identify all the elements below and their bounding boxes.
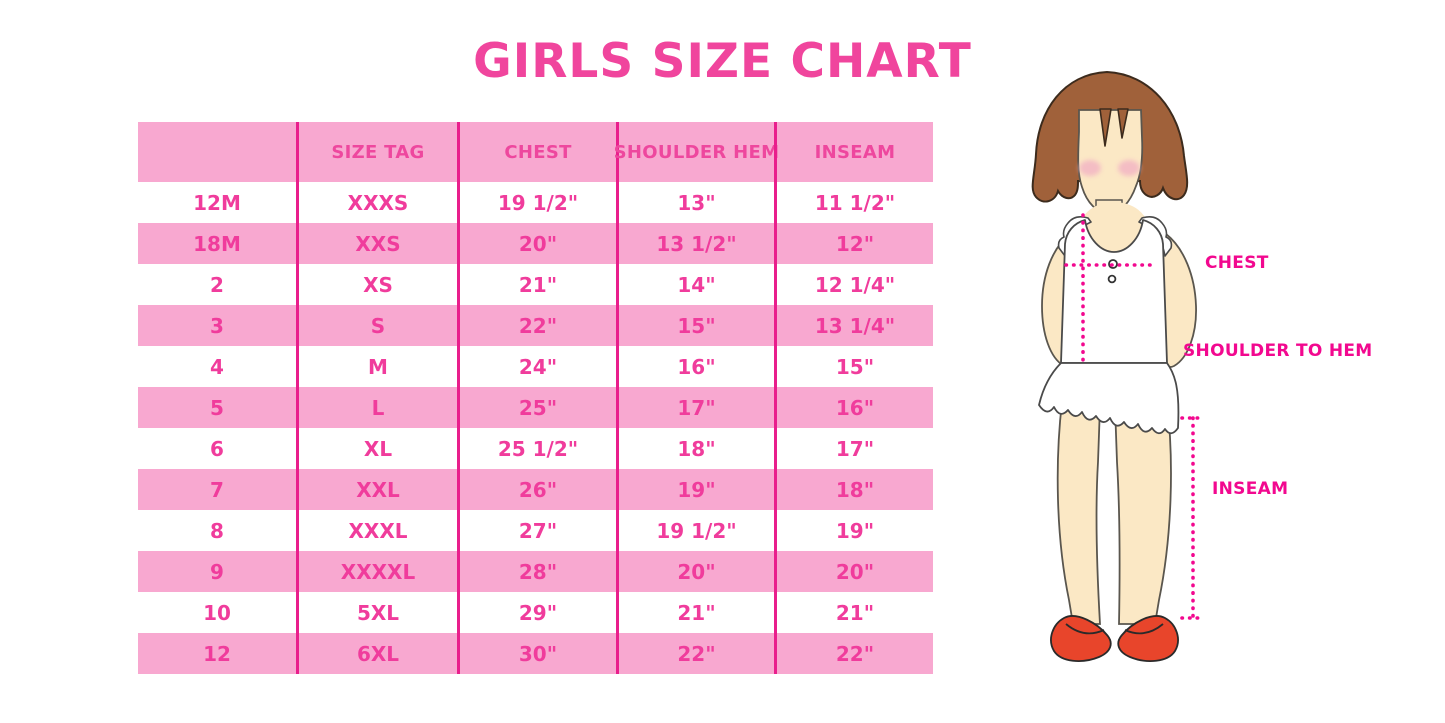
cell-size: 6 bbox=[210, 436, 224, 461]
cell-inseam: 15" bbox=[774, 346, 933, 387]
skirt bbox=[1038, 362, 1180, 435]
cell-size: 3 bbox=[210, 313, 224, 338]
header-cell-inseam: INSEAM bbox=[774, 122, 933, 182]
cell-shoulder: 14" bbox=[616, 264, 774, 305]
table-row: 10 5XL 29" 21" 21" bbox=[138, 592, 933, 633]
cell-inseam: 20" bbox=[774, 551, 933, 592]
cell-inseam: 12 1/4" bbox=[774, 264, 933, 305]
cell-chest: 30" bbox=[457, 633, 616, 674]
cell-size-tag: S bbox=[296, 305, 457, 346]
cell-chest: 22" bbox=[457, 305, 616, 346]
cell-size-tag: XXXXL bbox=[296, 551, 457, 592]
cell-inseam: 12" bbox=[774, 223, 933, 264]
cell-chest: 26" bbox=[457, 469, 616, 510]
right-shoe bbox=[1117, 615, 1179, 662]
table-row: 8 XXXL 27" 19 1/2" 19" bbox=[138, 510, 933, 551]
table-row: 2 XS 21" 14" 12 1/4" bbox=[138, 264, 933, 305]
cell-size-tag: XXS bbox=[296, 223, 457, 264]
inseam-label: INSEAM bbox=[1212, 479, 1289, 499]
cell-size-tag: XXXS bbox=[296, 182, 457, 223]
cell-size-tag: XL bbox=[296, 428, 457, 469]
table-header-row: SIZE TAG CHEST SHOULDER HEM INSEAM bbox=[138, 122, 933, 182]
girl-figure-illustration bbox=[1031, 70, 1204, 662]
legs bbox=[1056, 401, 1172, 625]
cell-size-tag: 6XL bbox=[296, 633, 457, 674]
table-row: 7 XXL 26" 19" 18" bbox=[138, 469, 933, 510]
cell-inseam: 18" bbox=[774, 469, 933, 510]
cell-inseam: 17" bbox=[774, 428, 933, 469]
cell-shoulder: 18" bbox=[616, 428, 774, 469]
cell-chest: 20" bbox=[457, 223, 616, 264]
cell-size: 8 bbox=[210, 518, 224, 543]
cell-size: 7 bbox=[210, 477, 224, 502]
cell-inseam: 22" bbox=[774, 633, 933, 674]
blush bbox=[1079, 160, 1140, 176]
cell-size-tag: XS bbox=[296, 264, 457, 305]
header-cell-shoulder-hem: SHOULDER HEM bbox=[614, 122, 779, 182]
chest-label: CHEST bbox=[1205, 253, 1269, 273]
header-cell-size-tag: SIZE TAG bbox=[296, 122, 457, 182]
cell-shoulder: 19 1/2" bbox=[616, 510, 774, 551]
cell-chest: 28" bbox=[457, 551, 616, 592]
cell-size-tag: XXL bbox=[296, 469, 457, 510]
cell-chest: 25" bbox=[457, 387, 616, 428]
table-row: 5 L 25" 17" 16" bbox=[138, 387, 933, 428]
cell-size-tag: 5XL bbox=[296, 592, 457, 633]
table-row: 9 XXXXL 28" 20" 20" bbox=[138, 551, 933, 592]
cell-chest: 19 1/2" bbox=[457, 182, 616, 223]
cell-shoulder: 20" bbox=[616, 551, 774, 592]
cell-inseam: 21" bbox=[774, 592, 933, 633]
cell-inseam: 16" bbox=[774, 387, 933, 428]
size-table: SIZE TAG CHEST SHOULDER HEM INSEAM 12M X… bbox=[138, 122, 933, 674]
page-title: GIRLS SIZE CHART bbox=[473, 34, 972, 89]
cell-shoulder: 13" bbox=[616, 182, 774, 223]
table-row: 12 6XL 30" 22" 22" bbox=[138, 633, 933, 674]
cell-size: 12 bbox=[203, 641, 231, 666]
cell-size: 9 bbox=[210, 559, 224, 584]
cell-chest: 27" bbox=[457, 510, 616, 551]
cell-size: 2 bbox=[210, 272, 224, 297]
cell-size: 5 bbox=[210, 395, 224, 420]
cell-shoulder: 13 1/2" bbox=[616, 223, 774, 264]
measurement-figure: CHEST SHOULDER TO HEM INSEAM bbox=[1000, 62, 1445, 692]
cell-size-tag: XXXL bbox=[296, 510, 457, 551]
bang-spikes bbox=[1099, 108, 1129, 147]
cell-shoulder: 19" bbox=[616, 469, 774, 510]
cell-size: 4 bbox=[210, 354, 224, 379]
cell-shoulder: 15" bbox=[616, 305, 774, 346]
bodice bbox=[1060, 219, 1168, 364]
cell-chest: 29" bbox=[457, 592, 616, 633]
cell-inseam: 11 1/2" bbox=[774, 182, 933, 223]
measurement-lines bbox=[1064, 213, 1204, 620]
cell-shoulder: 21" bbox=[616, 592, 774, 633]
table-row: 4 M 24" 16" 15" bbox=[138, 346, 933, 387]
cell-size: 12M bbox=[193, 190, 241, 215]
cell-size: 18M bbox=[193, 231, 241, 256]
table-row: 3 S 22" 15" 13 1/4" bbox=[138, 305, 933, 346]
cell-inseam: 19" bbox=[774, 510, 933, 551]
cell-size: 10 bbox=[203, 600, 231, 625]
table-row: 12M XXXS 19 1/2" 13" 11 1/2" bbox=[138, 182, 933, 223]
header-cell-size bbox=[138, 122, 296, 182]
table-row: 6 XL 25 1/2" 18" 17" bbox=[138, 428, 933, 469]
cell-shoulder: 17" bbox=[616, 387, 774, 428]
cell-chest: 25 1/2" bbox=[457, 428, 616, 469]
shoulder-to-hem-label: SHOULDER TO HEM bbox=[1183, 341, 1373, 361]
cell-chest: 24" bbox=[457, 346, 616, 387]
left-shoe bbox=[1050, 615, 1112, 662]
header-cell-chest: CHEST bbox=[457, 122, 616, 182]
cell-size-tag: M bbox=[296, 346, 457, 387]
table-row: 18M XXS 20" 13 1/2" 12" bbox=[138, 223, 933, 264]
shoes bbox=[1050, 615, 1179, 662]
chest-skin bbox=[1080, 202, 1148, 254]
cell-chest: 21" bbox=[457, 264, 616, 305]
cell-shoulder: 22" bbox=[616, 633, 774, 674]
cell-size-tag: L bbox=[296, 387, 457, 428]
cell-shoulder: 16" bbox=[616, 346, 774, 387]
cell-inseam: 13 1/4" bbox=[774, 305, 933, 346]
